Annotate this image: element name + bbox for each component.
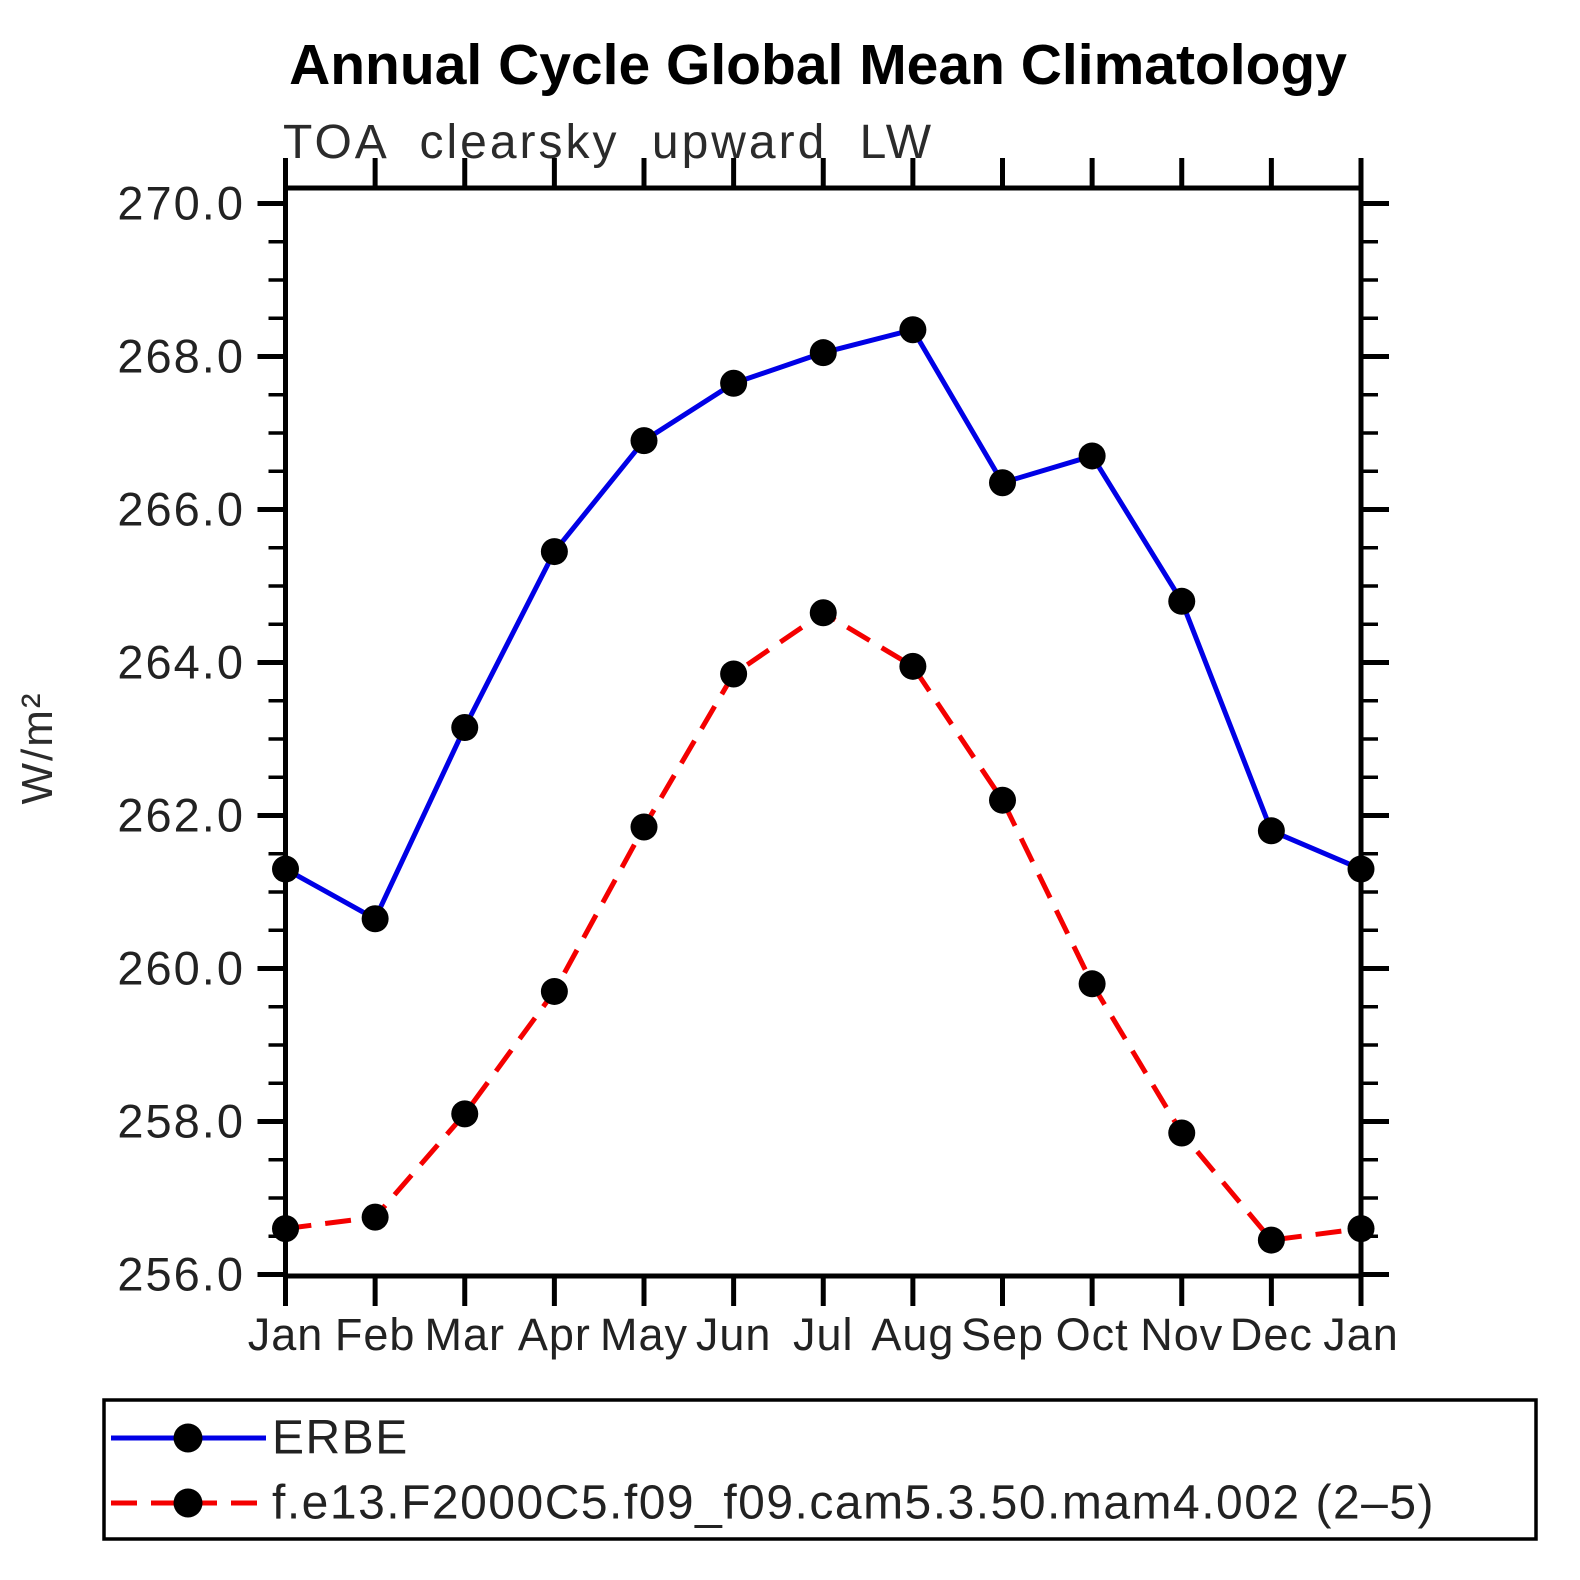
data-point bbox=[630, 813, 658, 841]
data-point bbox=[1257, 1226, 1285, 1254]
data-point bbox=[1257, 817, 1285, 845]
y-tick-label: 262.0 bbox=[117, 789, 245, 842]
data-point bbox=[720, 369, 748, 397]
y-tick-label: 256.0 bbox=[117, 1248, 245, 1301]
legend-item-model: f.e13.F2000C5.f09_f09.cam5.3.50.mam4.002… bbox=[111, 1477, 1435, 1530]
x-tick-label: Mar bbox=[425, 1309, 506, 1360]
data-point bbox=[361, 1203, 389, 1231]
legend: ERBE f.e13.F2000C5.f09_f09.cam5.3.50.mam… bbox=[102, 1398, 1538, 1541]
series-line-1 bbox=[285, 610, 1362, 1243]
x-tick-label: Jun bbox=[696, 1309, 772, 1360]
x-tick-label: Nov bbox=[1140, 1309, 1223, 1360]
legend-item-erbe: ERBE bbox=[111, 1412, 409, 1465]
x-tick-label: Jan bbox=[248, 1309, 324, 1360]
x-tick-label: Sep bbox=[961, 1309, 1044, 1360]
x-tick-label: May bbox=[600, 1309, 688, 1360]
data-point bbox=[1168, 1119, 1196, 1147]
data-point bbox=[899, 652, 927, 680]
data-point bbox=[361, 905, 389, 933]
legend-marker-model-icon bbox=[173, 1488, 203, 1518]
data-point bbox=[1078, 970, 1106, 998]
data-point bbox=[809, 599, 837, 627]
legend-label-erbe: ERBE bbox=[272, 1412, 409, 1465]
data-point bbox=[809, 339, 837, 367]
x-tick-label: Feb bbox=[335, 1309, 416, 1360]
data-point bbox=[540, 538, 568, 566]
y-tick-label: 268.0 bbox=[117, 330, 245, 383]
data-point bbox=[989, 469, 1016, 497]
data-point bbox=[272, 1215, 299, 1243]
x-tick-label: Jan bbox=[1323, 1309, 1399, 1360]
chart-title: Annual Cycle Global Mean Climatology bbox=[289, 33, 1347, 97]
x-tick-label: Jul bbox=[793, 1309, 854, 1360]
plot-area: 256.0 258.0 260.0 262.0 264.0 266.0 268.0 270.0… bbox=[117, 158, 1398, 1360]
data-point bbox=[272, 855, 299, 883]
y-axis-label: W/m² bbox=[13, 691, 62, 804]
chart-subtitle: TOA clearsky upward LW bbox=[283, 116, 934, 169]
legend-label-model: f.e13.F2000C5.f09_f09.cam5.3.50.mam4.002… bbox=[272, 1477, 1435, 1530]
data-point bbox=[720, 660, 748, 688]
data-point bbox=[451, 1100, 479, 1128]
x-tick-label: Oct bbox=[1056, 1309, 1129, 1360]
legend-marker-erbe-icon bbox=[173, 1423, 203, 1453]
x-tick-label: Dec bbox=[1230, 1309, 1313, 1360]
y-tick-label: 270.0 bbox=[117, 177, 245, 230]
data-point bbox=[1347, 1215, 1375, 1243]
data-point bbox=[451, 714, 479, 742]
legend-box bbox=[102, 1398, 1538, 1541]
data-point bbox=[989, 786, 1016, 814]
y-tick-label: 266.0 bbox=[117, 483, 245, 536]
data-point bbox=[1168, 587, 1196, 615]
y-tick-label: 260.0 bbox=[117, 942, 245, 995]
x-tick-label: Aug bbox=[871, 1309, 954, 1360]
data-point bbox=[1347, 855, 1375, 883]
data-point bbox=[899, 316, 927, 344]
y-tick-label: 264.0 bbox=[117, 636, 245, 689]
data-point bbox=[1078, 442, 1106, 470]
x-tick-label: Apr bbox=[518, 1309, 591, 1360]
data-point bbox=[540, 977, 568, 1005]
data-point bbox=[630, 427, 658, 455]
y-tick-label: 258.0 bbox=[117, 1095, 245, 1148]
